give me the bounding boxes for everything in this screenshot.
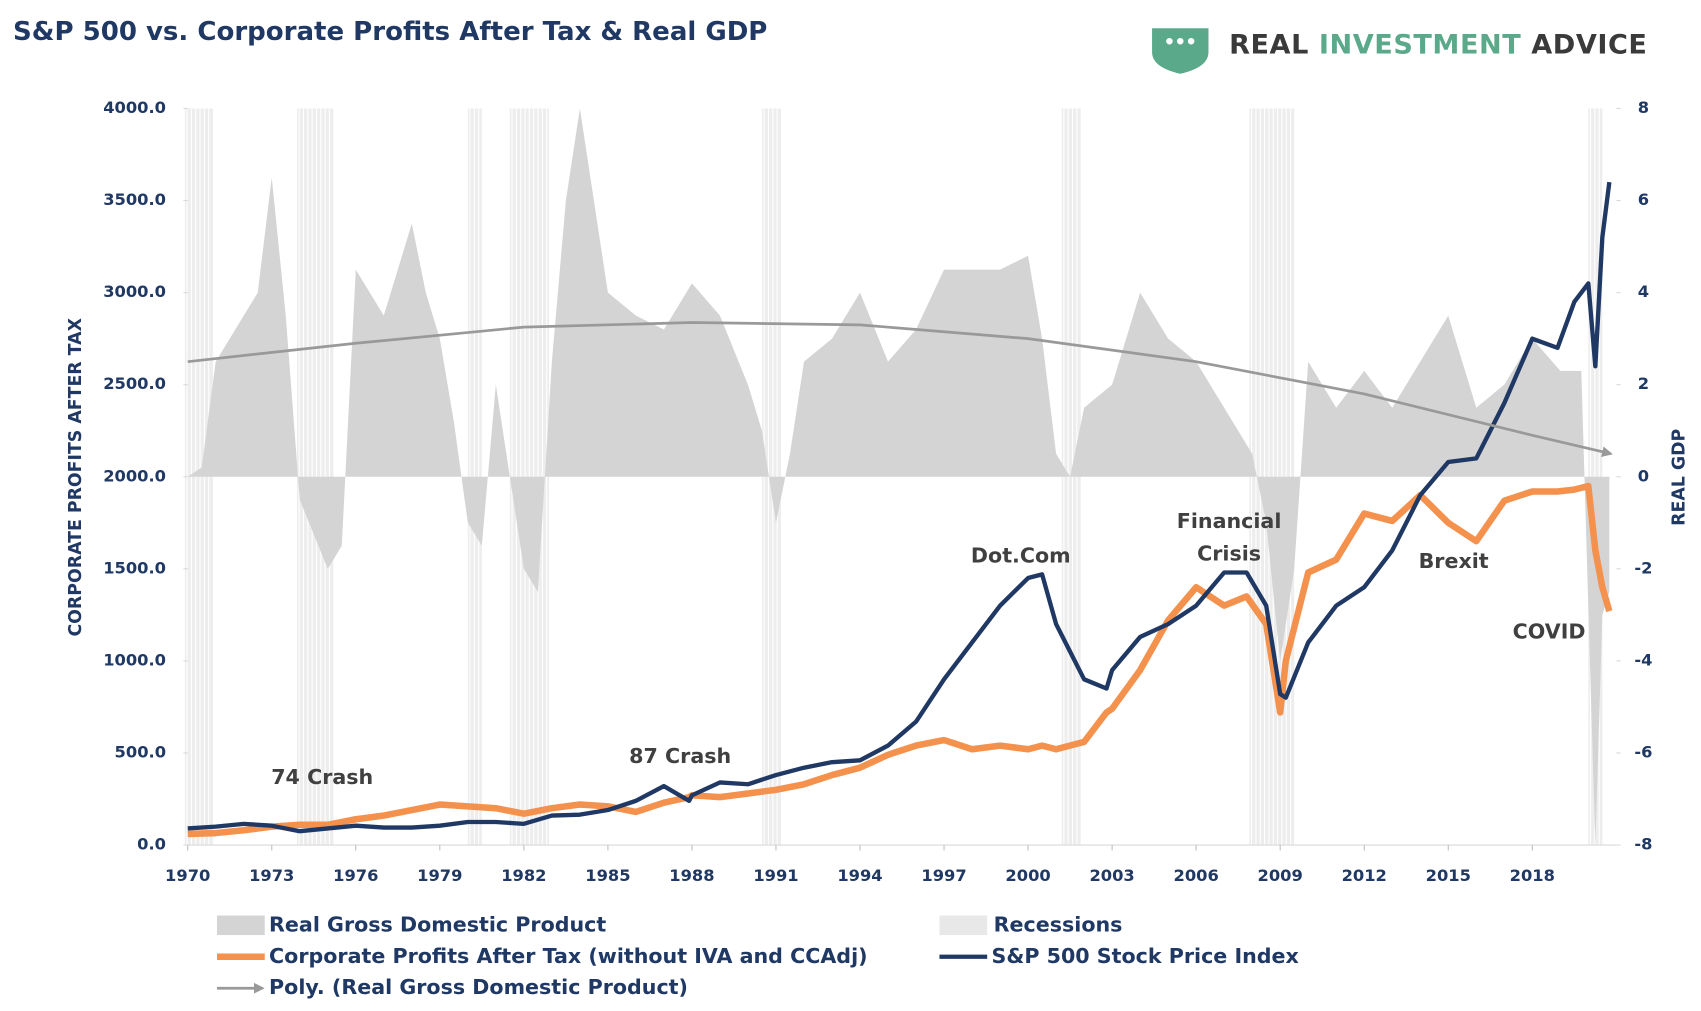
x-tick-label: 1982 <box>501 866 546 885</box>
recession-band <box>1061 108 1082 846</box>
x-tick-label: 2003 <box>1089 866 1134 885</box>
y2-tick-label: 0 <box>1638 466 1649 485</box>
y2-tick-label: 4 <box>1638 282 1649 301</box>
x-tick-label: 2000 <box>1005 866 1050 885</box>
x-tick-label: 2015 <box>1426 866 1471 885</box>
legend-swatch <box>939 915 988 936</box>
annotation: 74 Crash <box>271 765 373 789</box>
logo-dot <box>1166 37 1173 45</box>
y2-axis-label: REAL GDP <box>1669 429 1689 526</box>
annotation: 87 Crash <box>629 744 731 768</box>
x-tick-label: 2009 <box>1258 866 1303 885</box>
x-tick-label: 1988 <box>669 866 714 885</box>
y-tick-label: 3000.0 <box>103 282 166 301</box>
y2-tick-label: -8 <box>1634 835 1652 854</box>
x-tick-label: 2012 <box>1342 866 1387 885</box>
x-tick-label: 1994 <box>837 866 882 885</box>
x-tick-label: 1970 <box>165 866 210 885</box>
y2-tick-label: 2 <box>1638 374 1649 393</box>
annotation: Brexit <box>1419 549 1489 573</box>
logo-dot <box>1187 37 1195 45</box>
legend-label: Poly. (Real Gross Domestic Product) <box>269 975 688 999</box>
logo-icon <box>1152 28 1209 74</box>
series-line <box>187 181 1612 834</box>
chart-title: S&P 500 vs. Corporate Profits After Tax … <box>13 17 767 47</box>
y2-tick-label: -4 <box>1634 650 1652 669</box>
trend-line <box>187 321 1613 458</box>
legend-label: Real Gross Domestic Product <box>269 912 606 936</box>
legend-swatch <box>216 915 265 936</box>
logo-word: ADVICE <box>1531 29 1647 60</box>
logo-word: INVESTMENT <box>1319 29 1521 60</box>
x-tick-label: 1985 <box>585 866 630 885</box>
y-tick-label: 500.0 <box>115 742 166 761</box>
logo-dot <box>1177 37 1184 45</box>
x-tick-label: 2018 <box>1510 866 1555 885</box>
y-tick-label: 2000.0 <box>103 466 166 485</box>
x-tick-label: 1991 <box>753 866 798 885</box>
x-tick-label: 1976 <box>333 866 378 885</box>
legend-label: S&P 500 Stock Price Index <box>992 944 1299 968</box>
y-tick-label: 1500.0 <box>103 558 166 577</box>
y2-tick-label: -2 <box>1634 558 1652 577</box>
y2-tick-label: 6 <box>1638 190 1649 209</box>
x-tick-label: 1979 <box>417 866 462 885</box>
logo: REAL INVESTMENT ADVICE <box>1152 28 1647 74</box>
annotation: COVID <box>1513 619 1586 643</box>
y-tick-label: 3500.0 <box>103 190 166 209</box>
y2-tick-label: 8 <box>1638 98 1649 117</box>
x-tick-label: 1997 <box>921 866 966 885</box>
x-tick-label: 2006 <box>1174 866 1219 885</box>
x-tick-label: 1973 <box>249 866 294 885</box>
annotation: Financial <box>1177 509 1282 533</box>
y-tick-label: 2500.0 <box>103 374 166 393</box>
logo-text: REAL INVESTMENT ADVICE <box>1229 29 1647 60</box>
logo-word: REAL <box>1229 29 1309 60</box>
y-tick-label: 1000.0 <box>103 650 166 669</box>
annotation: Dot.Com <box>971 543 1071 567</box>
annotation: Crisis <box>1197 541 1261 565</box>
y-axis-label: CORPORATE PROFITS AFTER TAX <box>66 317 86 636</box>
y-tick-label: 0.0 <box>137 835 166 854</box>
y-tick-label: 4000.0 <box>103 98 166 117</box>
legend-label: Corporate Profits After Tax (without IVA… <box>269 944 867 968</box>
y2-tick-label: -6 <box>1634 742 1652 761</box>
legend-label: Recessions <box>994 912 1123 936</box>
series-line <box>187 482 1613 838</box>
